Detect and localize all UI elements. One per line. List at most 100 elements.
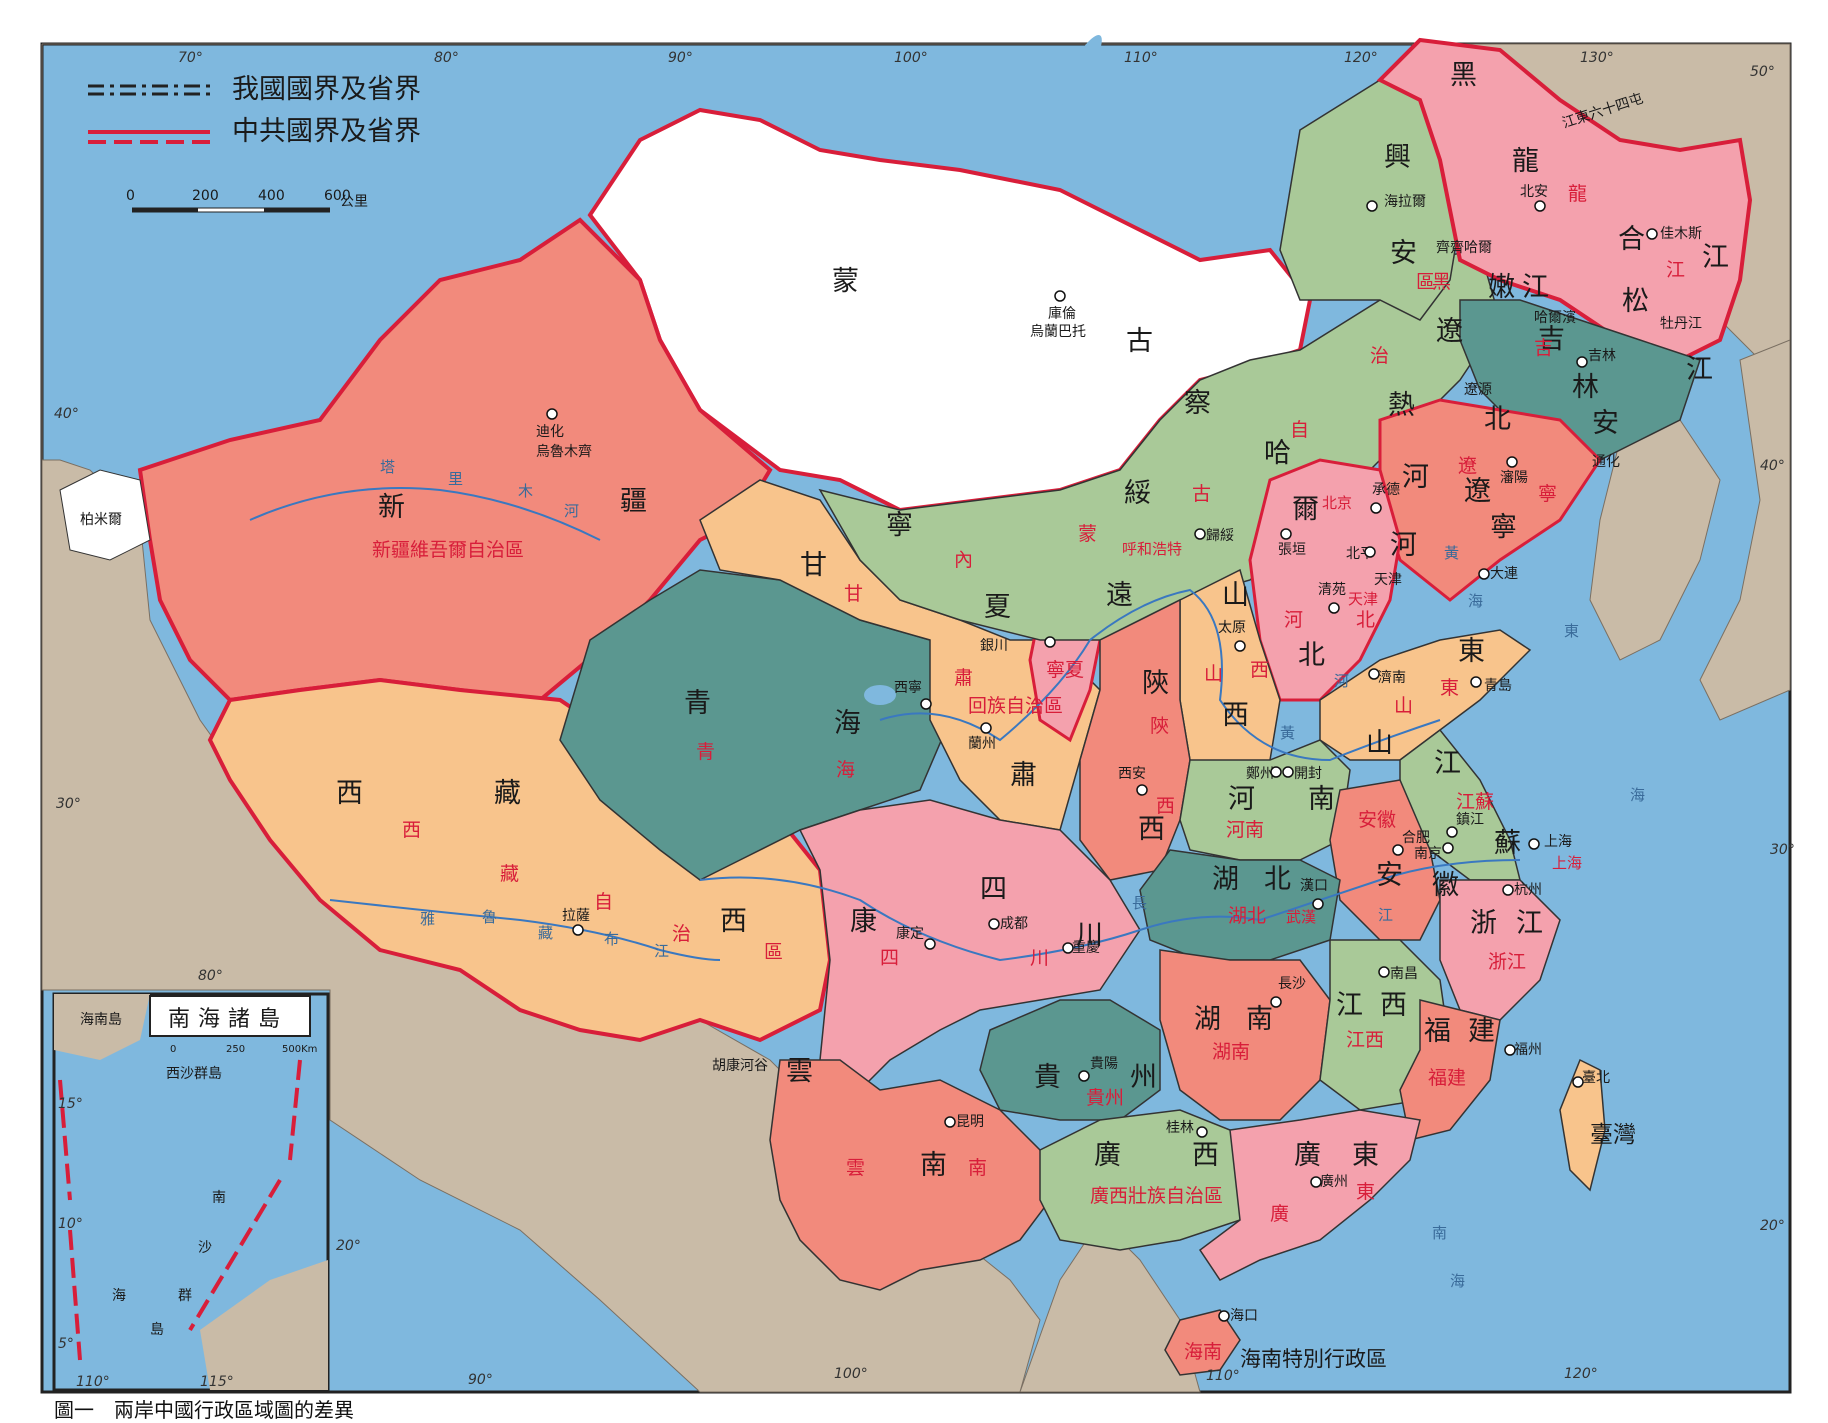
sea-label-1: 海 (1468, 592, 1483, 610)
label-cities-ulaanbaatar: 庫倫 (1048, 305, 1076, 322)
lon-top-3: 100° (894, 50, 928, 66)
city-dot-yinchuan (1044, 636, 1056, 648)
city-dot-shenyang (1506, 456, 1518, 468)
label-regions-jilin_prc: 吉 (1534, 337, 1553, 359)
label-cities-tonghua: 通化 (1592, 454, 1620, 470)
city-beijing-prc: 北京 (1322, 494, 1352, 512)
city-dot-dalian (1478, 568, 1490, 580)
label-regions-yunnan_a: 雲 (786, 1056, 813, 1087)
region-anhui (1329, 779, 1441, 941)
label-regions-shaanxi_a: 陝 (1142, 668, 1169, 699)
foreign-land-se-asia (1019, 1219, 1201, 1393)
city-dot-taibei (1572, 1076, 1584, 1088)
label-cities-jinan: 濟南 (1378, 670, 1406, 686)
label-regions-fujian_a: 福 (1424, 1016, 1451, 1047)
label-regions-henan_b: 南 (1308, 784, 1335, 815)
city-dot-zhangyuan (1280, 528, 1292, 540)
label-regions-xinjiang_a: 新 (378, 492, 405, 523)
label-yarlung-1: 魯 (482, 908, 497, 926)
city-dot-guilin (1196, 1126, 1208, 1138)
city-dot-chengdu (988, 918, 1000, 930)
city-dot-jilin (1576, 356, 1588, 368)
label-regions-shandong_a: 山 (1366, 728, 1393, 759)
label-cities-kaifeng: 開封 (1294, 766, 1322, 782)
lat-right-2: 30° (1770, 842, 1795, 858)
label-regions-xizang_a: 西 (336, 778, 363, 809)
label-regions-ningxia_b: 夏 (984, 592, 1011, 623)
inset-red-line-1 (58, 1079, 72, 1201)
label-regions-hebei_a: 河 (1390, 530, 1417, 561)
city-dot-fuzhou (1504, 1044, 1516, 1056)
inset-hainan: 海南島 (80, 1012, 122, 1028)
label-regions-suiyuan_a: 綏 (1124, 478, 1151, 509)
coord-misc-5: 120° (1564, 1366, 1598, 1382)
inset-scale-0: 0 (170, 1044, 176, 1055)
inset-scale-1: 250 (226, 1044, 245, 1055)
label-cities-taibei: 臺北 (1582, 1070, 1610, 1086)
label-cities-nanjing: 南京 (1414, 846, 1442, 862)
label-regions-sichuan_prc-1: 川 (1030, 947, 1049, 969)
label-cities-kunming: 昆明 (956, 1114, 984, 1130)
label-regions-mongolia: 蒙 (832, 266, 859, 297)
label-regions-shanxi_prc-1: 西 (1250, 659, 1269, 681)
city-dot-guisui (1194, 528, 1206, 540)
city-dot-guangzhou (1310, 1176, 1322, 1188)
label-cities-changsha: 長沙 (1278, 976, 1306, 992)
inset-land-se (200, 1260, 328, 1390)
label-regions-guangxi_b: 西 (1192, 1140, 1219, 1171)
label-cities-chongqing: 重慶 (1072, 940, 1100, 956)
inset-nan-2: 沙 (198, 1240, 212, 1256)
label-regions-ningxia_prc-1: 回族自治區 (968, 695, 1063, 717)
label-cities-mudanjiang: 牡丹江 (1660, 316, 1702, 332)
label-regions-xinjiang_prc: 新疆維吾爾自治區 (372, 539, 524, 561)
map-caption: 圖一 兩岸中國行政區域圖的差異 (54, 1398, 354, 1422)
label-regions-hainan_prc: 海南 (1184, 1341, 1222, 1363)
label-yarlung-3: 布 (604, 930, 619, 948)
inset-red-line-2 (288, 1059, 302, 1161)
label-yarlung-4: 江 (654, 942, 669, 960)
label-regions-xingan_b: 安 (1390, 238, 1417, 269)
label-regions-heilong_prc-1: 龍 (1568, 183, 1587, 205)
label-cities-hankou: 漢口 (1300, 878, 1328, 894)
label-cities-harbin: 哈爾濱 (1534, 310, 1576, 326)
label-regions-hebei_prc-0: 河 (1284, 609, 1303, 631)
inset-nan-4: 海 (112, 1288, 126, 1304)
label-cities-qiqihar: 齊齊哈爾 (1436, 239, 1492, 256)
label-regions-suiyuan_b: 遠 (1106, 580, 1133, 611)
region-henan (1179, 739, 1351, 861)
region-taiwan (1559, 1058, 1606, 1192)
lake-baikal (1058, 34, 1102, 105)
label-cities-fuzhou: 福州 (1514, 1042, 1542, 1058)
label-regions-shaanxi_prc-0: 陝 (1150, 715, 1169, 737)
inset-lat-2: 5° (58, 1336, 74, 1352)
label-cities-qingyuan: 清苑 (1318, 582, 1346, 598)
inset-land (54, 994, 150, 1060)
label-regions-neimeng_prc-0: 內 (954, 549, 973, 571)
label-regions-gansu_b: 肅 (1010, 760, 1037, 791)
river-yellow (879, 588, 1441, 762)
label-huanghe-1: 河 (1334, 672, 1349, 690)
label-regions-qinghai_prc-0: 青 (696, 741, 715, 763)
city-dot-chengde (1370, 502, 1382, 514)
label-regions-anhui_b: 徽 (1432, 870, 1459, 901)
label-regions-heilong_prc-0: 黑 (1432, 271, 1451, 293)
label-regions-xizang_prc-4: 區 (764, 941, 783, 963)
label-regions-shanxi_b: 西 (1222, 700, 1249, 731)
label-regions-andong_a: 安 (1592, 408, 1619, 439)
label-cities-kangding: 康定 (896, 925, 924, 942)
label-regions-xizang_prc-1: 藏 (500, 863, 519, 885)
label-regions-neimeng_prc-5: 區 (1416, 271, 1435, 293)
city-dot-xining (920, 698, 932, 710)
lon-top-6: 130° (1580, 50, 1614, 66)
label-regions-hejiang_a: 合 (1618, 224, 1645, 255)
label-regions-heilong_b: 龍 (1512, 146, 1539, 177)
label-regions-xikang_b: 康 (850, 906, 877, 937)
label-regions-gansu_prc-0: 甘 (844, 583, 863, 605)
label-cities-qingdao: 青島 (1484, 678, 1512, 694)
inset-lon-1: 115° (200, 1374, 234, 1390)
city-dot-zhengzhou (1270, 766, 1282, 778)
label-regions-guangdong_b: 東 (1352, 1140, 1379, 1171)
label-regions-chahar_a: 察 (1184, 388, 1211, 419)
label-regions-jiangxi_b: 西 (1380, 990, 1407, 1021)
region-pamir (59, 469, 151, 561)
